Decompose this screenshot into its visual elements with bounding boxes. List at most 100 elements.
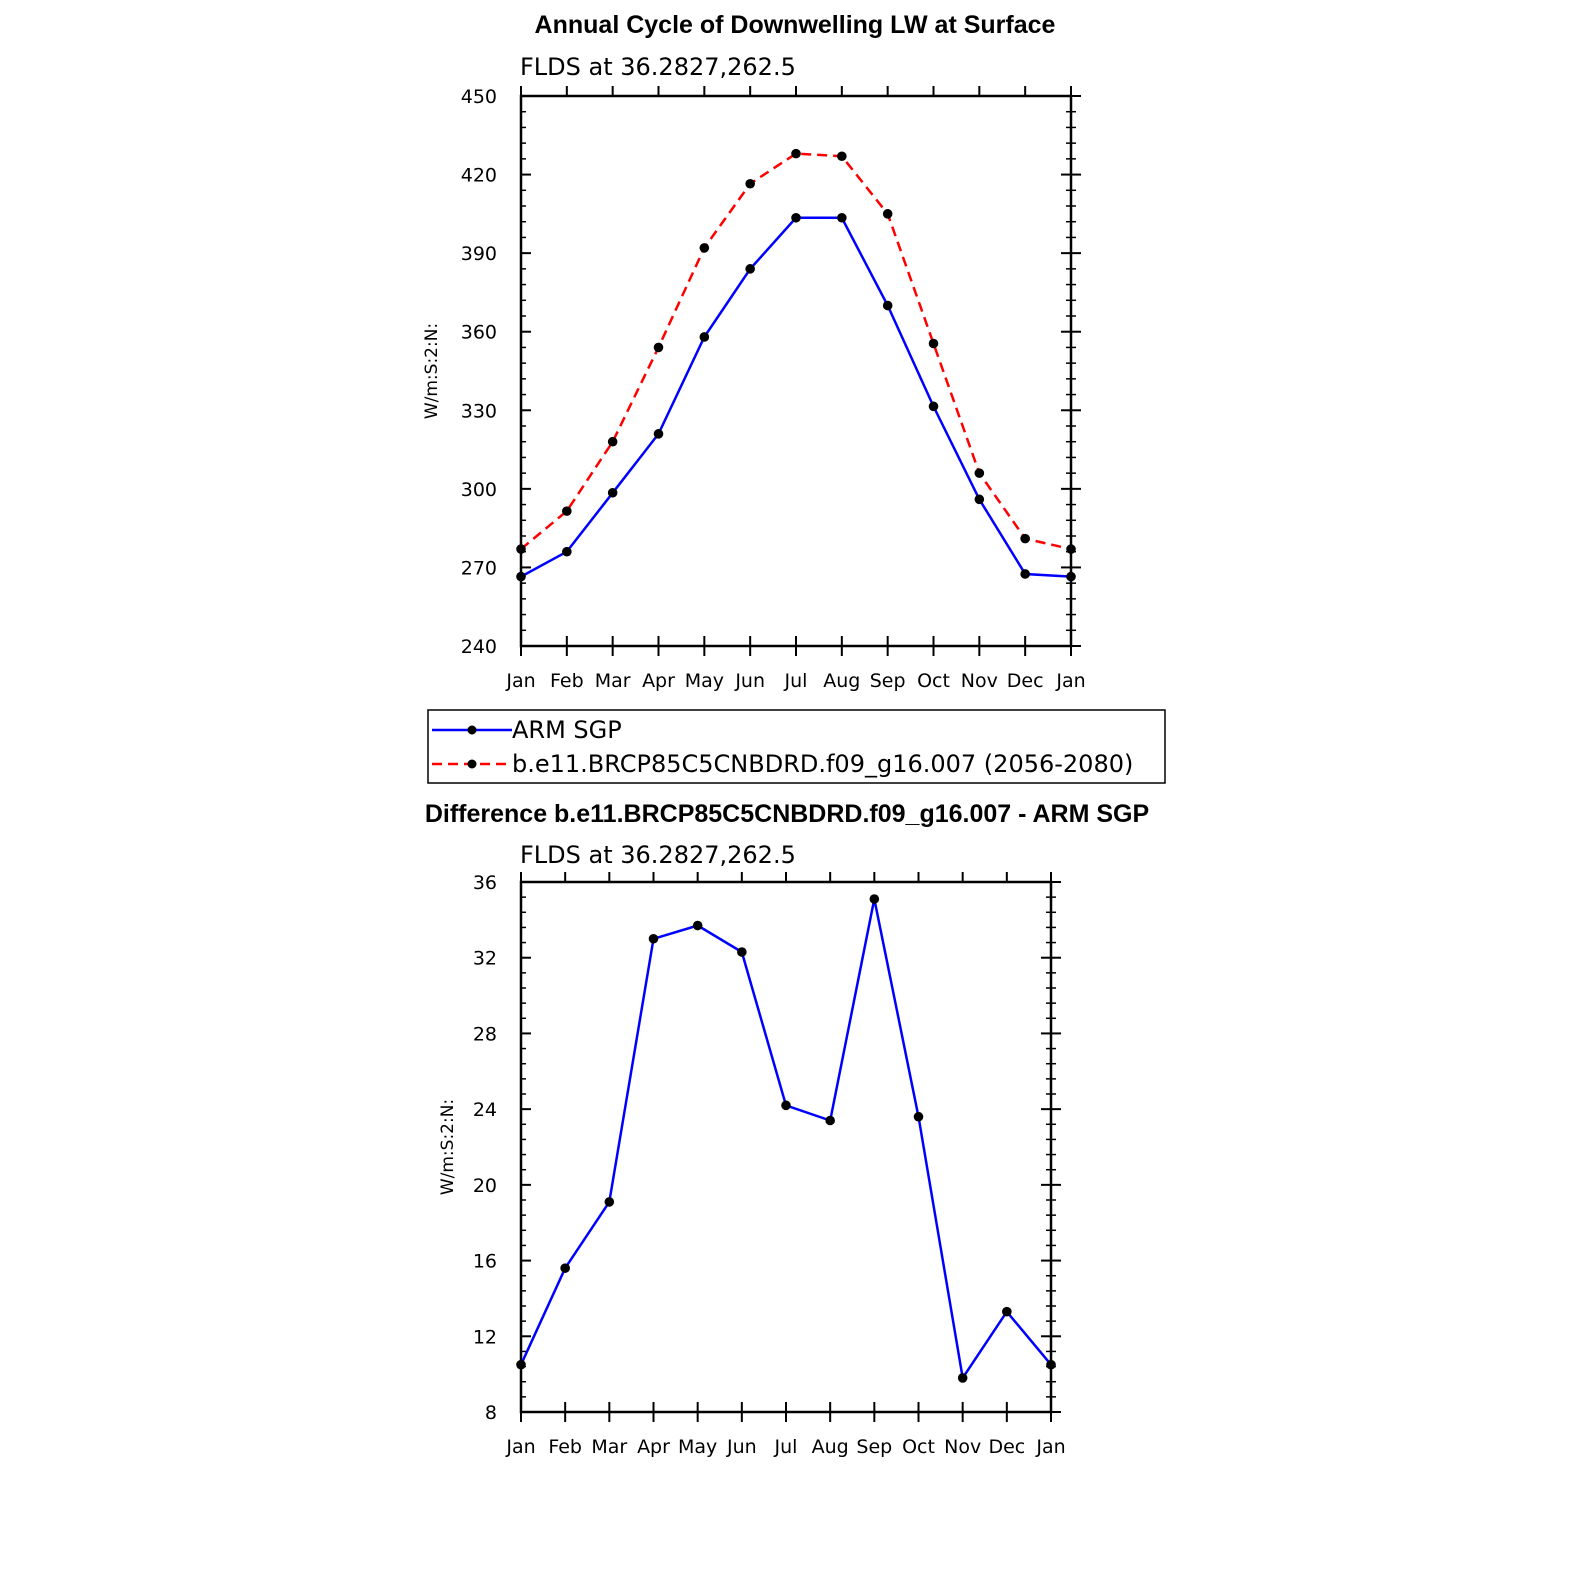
chart1-series-1-point <box>791 148 801 159</box>
chart1-series-0-point <box>562 546 572 557</box>
chart1-x-tick-label: Jun <box>734 670 765 692</box>
legend-label-arm-sgp: ARM SGP <box>512 716 622 744</box>
chart1-series-1-point <box>928 338 939 349</box>
chart2-x-tick-label: Jul <box>774 1436 798 1458</box>
chart2-series-0-point <box>648 933 659 944</box>
legend-swatch-marker-model <box>467 759 477 769</box>
legend-swatch-marker-arm-sgp <box>467 725 477 735</box>
chart2-x-tick-label: May <box>678 1436 717 1458</box>
chart1-series-1-point <box>653 342 664 353</box>
chart1-series-0-point <box>699 332 710 342</box>
chart1-series-1-point <box>699 243 710 253</box>
chart2-series-0-point <box>957 1373 968 1383</box>
chart2-y-tick-label: 32 <box>473 948 497 970</box>
chart2-series-0-point <box>516 1359 526 1370</box>
chart2-series-0-point <box>1002 1306 1012 1317</box>
chart1-plot-frame <box>519 94 1073 648</box>
chart2-series-0-point <box>692 920 703 931</box>
chart1-y-tick-label: 270 <box>461 557 497 579</box>
chart2-y-tick-label: 28 <box>473 1023 497 1045</box>
chart1-y-tick-label: 450 <box>461 86 497 108</box>
chart1-y-axis-label: W/m:S:2:N: <box>422 323 442 419</box>
chart2-x-tick-label: Aug <box>812 1436 849 1458</box>
chart2-series-0-point <box>781 1100 791 1111</box>
chart1-y-tick-label: 420 <box>461 165 497 187</box>
chart2-x-tick-label: Jan <box>505 1436 535 1458</box>
chart1-x-tick-label: Sep <box>870 670 906 692</box>
chart2-x-tick-label: Dec <box>988 1436 1025 1458</box>
legend-label-model: b.e11.BRCP85C5CNBDRD.f09_g16.007 (2056-2… <box>512 750 1133 778</box>
chart2-x-tick-label: Apr <box>637 1436 670 1458</box>
chart1-x-tick-label: May <box>685 670 724 692</box>
chart1-series-0-point <box>607 487 618 498</box>
chart1-y-tick-label: 240 <box>461 636 497 658</box>
chart2-series-0-point <box>737 947 747 957</box>
chart1-y-tick-label: 390 <box>461 243 497 265</box>
chart1-x-tick-label: Feb <box>550 670 584 692</box>
chart1-x-tick-label: Apr <box>642 670 675 692</box>
chart1-series-line-1 <box>520 152 1072 551</box>
chart1-series-0-point <box>882 300 893 311</box>
chart2-y-tick-label: 20 <box>473 1175 497 1197</box>
chart1-x-tick-label: Aug <box>823 670 860 692</box>
chart2-x-tick-label: Mar <box>591 1436 627 1458</box>
chart1-series-0-point <box>516 571 526 582</box>
chart2-x-tick-label: Oct <box>902 1436 935 1458</box>
chart1-x-tick-label: Oct <box>917 670 950 692</box>
chart1-series-0-point <box>791 212 801 223</box>
chart1-y-tick-label: 360 <box>461 322 497 344</box>
chart1-x-tick-label: Jan <box>505 670 535 692</box>
chart2-series-0-point <box>869 894 880 904</box>
chart1-series-1-point <box>516 544 526 554</box>
chart2-y-tick-label: 12 <box>473 1326 497 1348</box>
chart1-x-tick-label: Nov <box>961 670 998 692</box>
chart2-plot-frame <box>519 880 1053 1414</box>
chart1-series-0-point <box>974 494 985 505</box>
chart1-x-tick-label: Dec <box>1007 670 1044 692</box>
chart1-series-0-point <box>1020 569 1030 579</box>
annual-cycle-chart: Annual Cycle of Downwelling LW at Surfac… <box>422 11 1086 692</box>
chart2-series-0-point <box>913 1111 924 1122</box>
chart1-y-tick-label: 330 <box>461 400 497 422</box>
chart1-series-0-point <box>837 212 847 223</box>
chart1-series-1-point <box>1020 533 1030 544</box>
chart1-series-0-point <box>928 401 939 412</box>
chart2-y-tick-label: 36 <box>473 872 497 894</box>
chart1-series-1-point <box>1066 544 1076 554</box>
chart2-x-tick-label: Sep <box>856 1436 892 1458</box>
chart2-series-0-point <box>560 1263 570 1273</box>
chart2-series-0-point <box>1046 1359 1056 1370</box>
chart1-series-1-point <box>745 178 755 189</box>
chart1-series-0-point <box>745 264 755 274</box>
chart2-x-tick-label: Jun <box>726 1436 757 1458</box>
chart2-x-tick-label: Jan <box>1035 1436 1065 1458</box>
chart1-series-1-point <box>607 436 618 447</box>
chart1-series-0-point <box>1066 571 1076 582</box>
chart1-legend: ARM SGP b.e11.BRCP85C5CNBDRD.f09_g16.007… <box>427 709 1166 784</box>
chart2-series-0-point <box>604 1197 615 1207</box>
chart2-subtitle: FLDS at 36.2827,262.5 <box>520 841 796 869</box>
legend-box <box>427 709 1166 784</box>
chart2-series-line-0 <box>519 898 1052 1382</box>
chart1-x-tick-label: Mar <box>595 670 631 692</box>
chart2-x-tick-label: Nov <box>944 1436 981 1458</box>
chart1-series-0-point <box>653 429 664 439</box>
chart1-y-tick-label: 300 <box>461 479 497 501</box>
chart1-series-1-point <box>837 151 847 162</box>
difference-chart: Difference b.e11.BRCP85C5CNBDRD.f09_g16.… <box>425 800 1149 1458</box>
chart2-y-axis-label: W/m:S:2:N: <box>438 1099 458 1195</box>
chart1-series-1-point <box>882 209 893 219</box>
chart1-x-tick-label: Jan <box>1055 670 1085 692</box>
chart1-x-tick-label: Jul <box>784 670 808 692</box>
chart2-y-tick-label: 24 <box>473 1099 497 1121</box>
chart1-series-1-point <box>974 468 985 478</box>
chart2-series-0-point <box>825 1115 835 1126</box>
chart2-y-tick-label: 8 <box>485 1402 497 1424</box>
chart2-x-tick-label: Feb <box>548 1436 582 1458</box>
chart1-series-line-0 <box>520 216 1072 578</box>
chart1-subtitle: FLDS at 36.2827,262.5 <box>520 53 796 81</box>
chart1-title: Annual Cycle of Downwelling LW at Surfac… <box>535 11 1056 39</box>
chart2-y-tick-label: 16 <box>473 1251 497 1273</box>
chart2-title: Difference b.e11.BRCP85C5CNBDRD.f09_g16.… <box>425 800 1149 828</box>
